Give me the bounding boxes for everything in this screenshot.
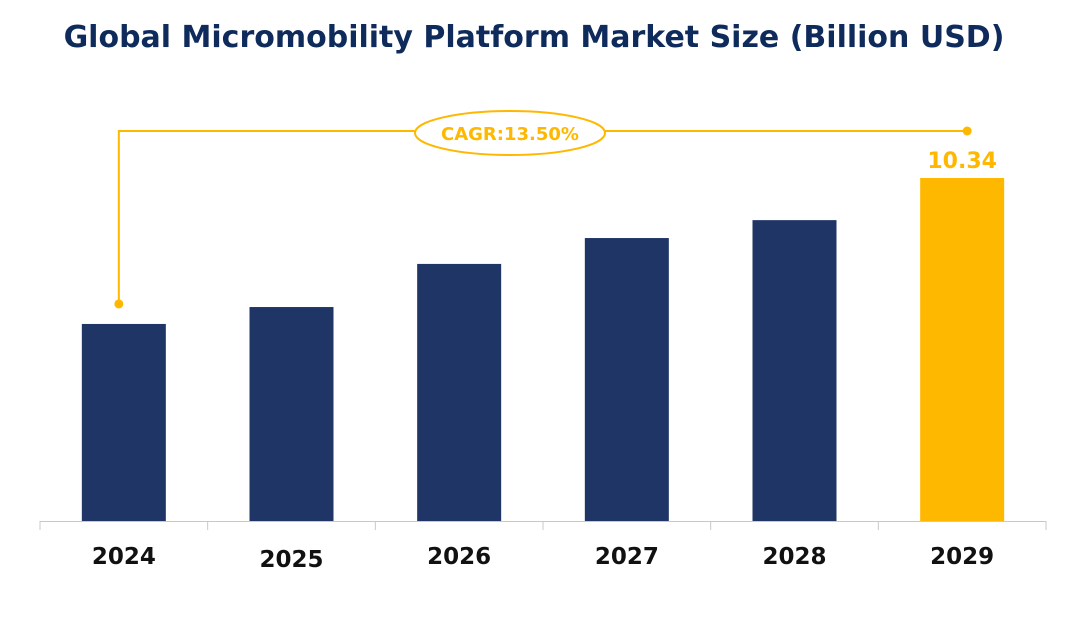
bar-2027 [584, 238, 669, 522]
x-tick-label: 2025 [259, 547, 323, 573]
bar-2025 [249, 307, 334, 521]
bar-2029 [920, 178, 1005, 521]
cagr-ellipse [414, 110, 606, 156]
data-label: 10.34 [927, 149, 997, 174]
bar-2024 [81, 323, 166, 521]
bar-2028 [752, 220, 837, 521]
cagr-start-dot [114, 299, 124, 309]
cagr-end-dot [962, 126, 972, 136]
x-tick-label: 2027 [595, 544, 659, 570]
x-tick-label: 2029 [930, 544, 994, 570]
bar-2026 [417, 263, 502, 521]
cagr-label: CAGR:13.50% [441, 124, 579, 145]
x-tick-label: 2028 [762, 544, 826, 570]
x-tick-label: 2024 [92, 544, 156, 570]
x-tick-label: 2026 [427, 544, 491, 570]
chart-title: Global Micromobility Platform Market Siz… [64, 20, 1005, 55]
cagr-annotation: CAGR:13.50% [114, 110, 972, 309]
cagr-connector-line [117, 130, 968, 304]
